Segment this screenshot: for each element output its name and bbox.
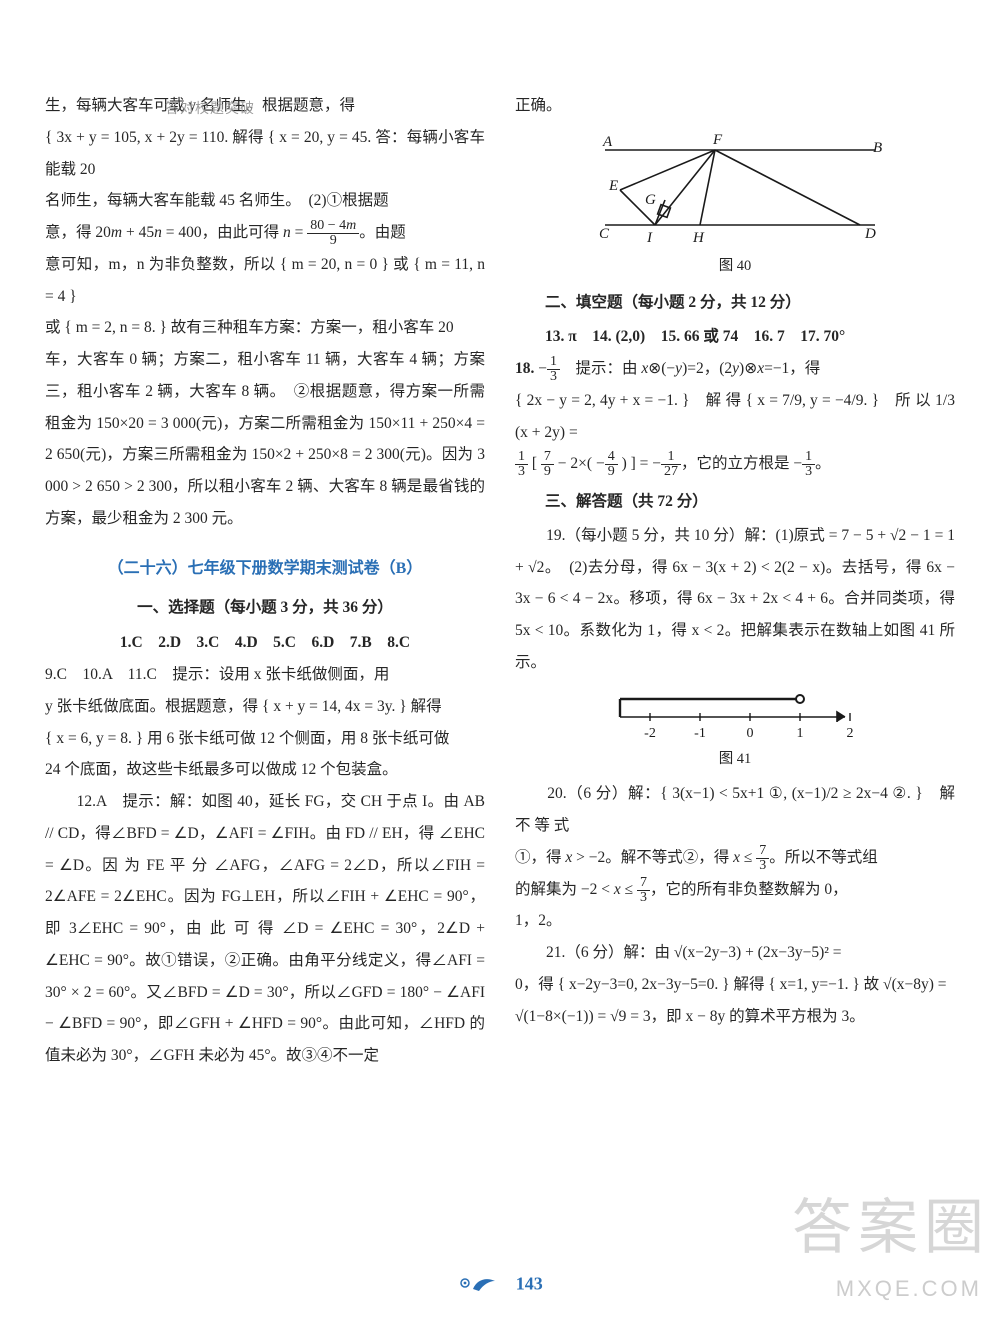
svg-text:F: F (712, 132, 723, 148)
text: 24 个底面，故这些卡纸最多可以做成 12 个包装盒。 (45, 754, 485, 786)
svg-text:-1: -1 (694, 726, 706, 741)
page-number: 143 (516, 1274, 543, 1294)
page-body: 生，每辆大客车可载 y 名师生。根据题意，得 { 3x + y = 105, x… (0, 0, 1000, 1112)
figure-40: A F B E G C I H D 图 40 (515, 130, 955, 282)
eq: { 3x + y = 105, x + 2y = 110. 解得 { x = 2… (45, 129, 485, 178)
text: 0，得 { x−2y−3=0, 2x−3y−5=0. } 解得 { x=1, y… (515, 969, 955, 1001)
text: { x = 6, y = 8. } 用 6 张卡纸可做 12 个侧面，用 8 张… (45, 723, 485, 755)
figure-41-caption: 图 41 (515, 745, 955, 775)
right-column: 正确。 A F B E (515, 90, 955, 1072)
figure-40-caption: 图 40 (515, 252, 955, 282)
text: 12.A 提示：解：如图 40，延长 FG，交 CH 于点 I。由 AB // … (45, 786, 485, 1072)
svg-text:G: G (645, 192, 656, 208)
text: 1，2。 (515, 905, 955, 937)
subheading: 三、解答题（共 72 分） (545, 486, 955, 518)
text: 20.（6 分）解：{ 3(x−1) < 5x+1 ①, (x−1)/2 ≥ 2… (515, 778, 955, 842)
text: 的解集为 −2 < x ≤ 73，它的所有非负整数解为 0， (515, 874, 955, 906)
svg-text:1: 1 (797, 726, 804, 741)
text: 或 { m = 2, n = 8. } 故有三种租车方案：方案一，租小客车 20 (45, 312, 485, 344)
svg-text:B: B (873, 140, 882, 156)
text: 13 [ 79 − 2×( −49 ) ] = −127，它的立方根是 −13。 (515, 448, 955, 480)
svg-text:A: A (602, 134, 613, 150)
text: 意可知，m，n 为非负整数，所以 { m = 20, n = 0 } 或 { m… (45, 249, 485, 313)
text: 车，大客车 0 辆；方案二，租小客车 11 辆，大客车 4 辆；方案三，租小客车… (45, 344, 485, 535)
text: { 3x + y = 105, x + 2y = 110. 解得 { x = 2… (45, 122, 485, 186)
text: 19.（每小题 5 分，共 10 分）解：(1)原式 = 7 − 5 + √2 … (515, 520, 955, 679)
header-watermark: 答对校题突破 (165, 98, 255, 118)
left-column: 生，每辆大客车可载 y 名师生。根据题意，得 { 3x + y = 105, x… (45, 90, 485, 1072)
svg-text:C: C (599, 226, 610, 242)
text: { 2x − y = 2, 4y + x = −1. } 解 得 { x = 7… (515, 385, 955, 449)
page-footer: 143 (0, 1271, 1000, 1300)
text: ①，得 x > −2。解不等式②，得 x ≤ 73。所以不等式组 (515, 842, 955, 874)
svg-text:-2: -2 (644, 726, 656, 741)
svg-text:I: I (646, 230, 653, 246)
text: y 张卡纸做底面。根据题意，得 { x + y = 14, 4x = 3y. }… (45, 691, 485, 723)
subheading: 一、选择题（每小题 3 分，共 36 分） (45, 592, 485, 624)
svg-text:H: H (692, 230, 705, 246)
fill-answers: 13. π 14. (2,0) 15. 66 或 74 16. 7 17. 70… (545, 321, 955, 353)
text: 生，每辆大客车可载 y 名师生。根据题意，得 (45, 90, 485, 122)
text: 意，得 20m + 45n = 400，由此可得 n = 80 − 4m9。由题 (45, 217, 485, 249)
bird-icon (457, 1271, 497, 1300)
watermark-big: 答案圈 (792, 1179, 990, 1266)
svg-text:0: 0 (747, 726, 754, 741)
text: 正确。 (515, 90, 955, 122)
figure-41-svg: -2 -1 0 1 2 (605, 687, 865, 743)
text: 21.（6 分）解：由 √(x−2y−3) + (2x−3y−5)² = (515, 937, 955, 969)
subheading: 二、填空题（每小题 2 分，共 12 分） (545, 287, 955, 319)
text: √(1−8×(−1)) = √9 = 3，即 x − 8y 的算术平方根为 3。 (515, 1001, 955, 1033)
mc-answers-2: 9.C 10.A 11.C 提示：设用 x 张卡纸做侧面，用 (45, 659, 485, 691)
section-title: （二十六）七年级下册数学期末测试卷（B） (45, 553, 485, 586)
text: 18. −13 提示：由 x⊗(−y)=2，(2y)⊗x=−1，得 (515, 353, 955, 385)
figure-41: -2 -1 0 1 2 图 41 (515, 687, 955, 775)
svg-text:2: 2 (847, 726, 854, 741)
text: 名师生，每辆大客车能载 45 名师生。 (2)①根据题 (45, 185, 485, 217)
svg-text:E: E (608, 178, 618, 194)
mc-answers: 1.C 2.D 3.C 4.D 5.C 6.D 7.B 8.C (45, 627, 485, 659)
svg-text:D: D (864, 226, 876, 242)
figure-40-svg: A F B E G C I H D (585, 130, 885, 250)
